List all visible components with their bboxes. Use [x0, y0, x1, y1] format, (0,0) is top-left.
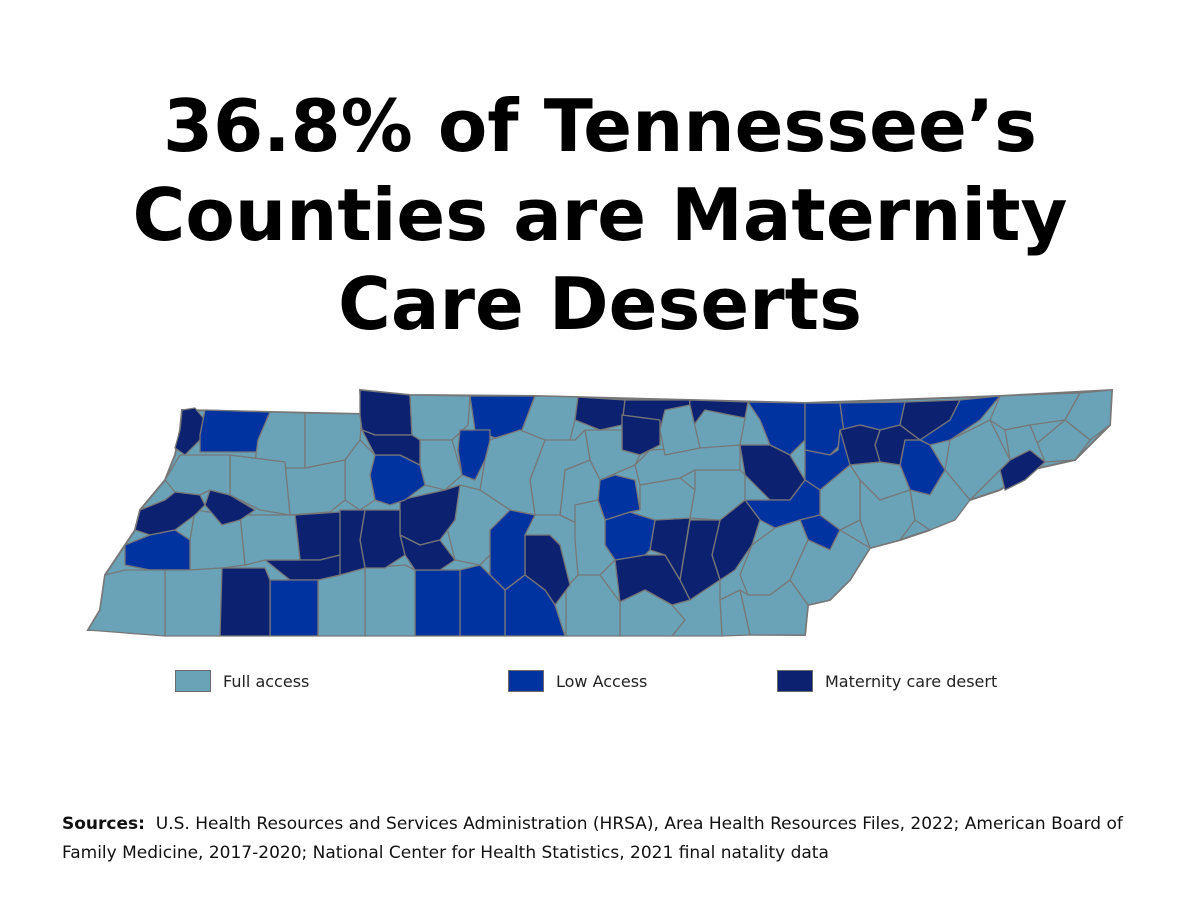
county-desert — [134, 491, 206, 536]
county-low — [457, 429, 491, 481]
legend-item-desert: Maternity care desert — [777, 670, 997, 692]
county-full — [284, 459, 346, 516]
county-low — [804, 402, 846, 456]
county-low — [124, 529, 191, 571]
county-full — [565, 574, 621, 637]
county-desert — [359, 389, 413, 436]
legend-item-full-access: Full access — [175, 670, 309, 692]
county-full — [344, 439, 376, 511]
county-full — [689, 469, 746, 521]
county-desert — [574, 396, 626, 431]
county-full — [659, 404, 701, 456]
county-desert — [294, 511, 341, 561]
county-low — [604, 511, 656, 561]
county-layer — [86, 388, 1114, 637]
county-low — [414, 569, 461, 637]
desert-swatch — [777, 670, 813, 692]
full-access-swatch — [175, 670, 211, 692]
county-full — [364, 564, 416, 637]
sources-label: Sources: — [62, 814, 145, 834]
map-legend: Full access Low Access Maternity care de… — [0, 670, 1200, 696]
county-full — [239, 514, 301, 566]
county-desert — [174, 407, 206, 456]
county-full — [1064, 389, 1113, 441]
county-full — [87, 569, 166, 637]
legend-label-low-access: Low Access — [556, 671, 648, 691]
county-full — [629, 477, 696, 521]
page-title: 36.8% of Tennessee’s Counties are Matern… — [0, 82, 1200, 349]
county-desert — [361, 429, 421, 466]
legend-label-desert: Maternity care desert — [825, 671, 998, 691]
county-full — [164, 454, 231, 496]
county-low — [919, 395, 1001, 446]
legend-item-low-access: Low Access — [508, 670, 647, 692]
title-line-3: Care Deserts — [338, 262, 862, 346]
county-full — [789, 529, 871, 606]
county-full — [164, 567, 223, 637]
county-full — [739, 579, 809, 636]
title-line-2: Counties are Maternity — [132, 173, 1068, 257]
county-desert — [399, 534, 456, 571]
county-full — [574, 499, 616, 576]
county-full — [909, 469, 971, 531]
low-access-swatch — [508, 670, 544, 692]
sources-text: U.S. Health Resources and Services Admin… — [62, 814, 1123, 863]
sources-note: Sources: U.S. Health Resources and Servi… — [62, 810, 1152, 868]
legend-label-full-access: Full access — [223, 671, 310, 691]
title-line-1: 36.8% of Tennessee’s — [162, 84, 1038, 168]
county-full — [859, 479, 916, 549]
county-low — [744, 479, 821, 529]
county-full — [1034, 419, 1091, 463]
county-desert — [219, 567, 271, 637]
county-desert — [359, 509, 406, 569]
county-low — [269, 579, 319, 637]
